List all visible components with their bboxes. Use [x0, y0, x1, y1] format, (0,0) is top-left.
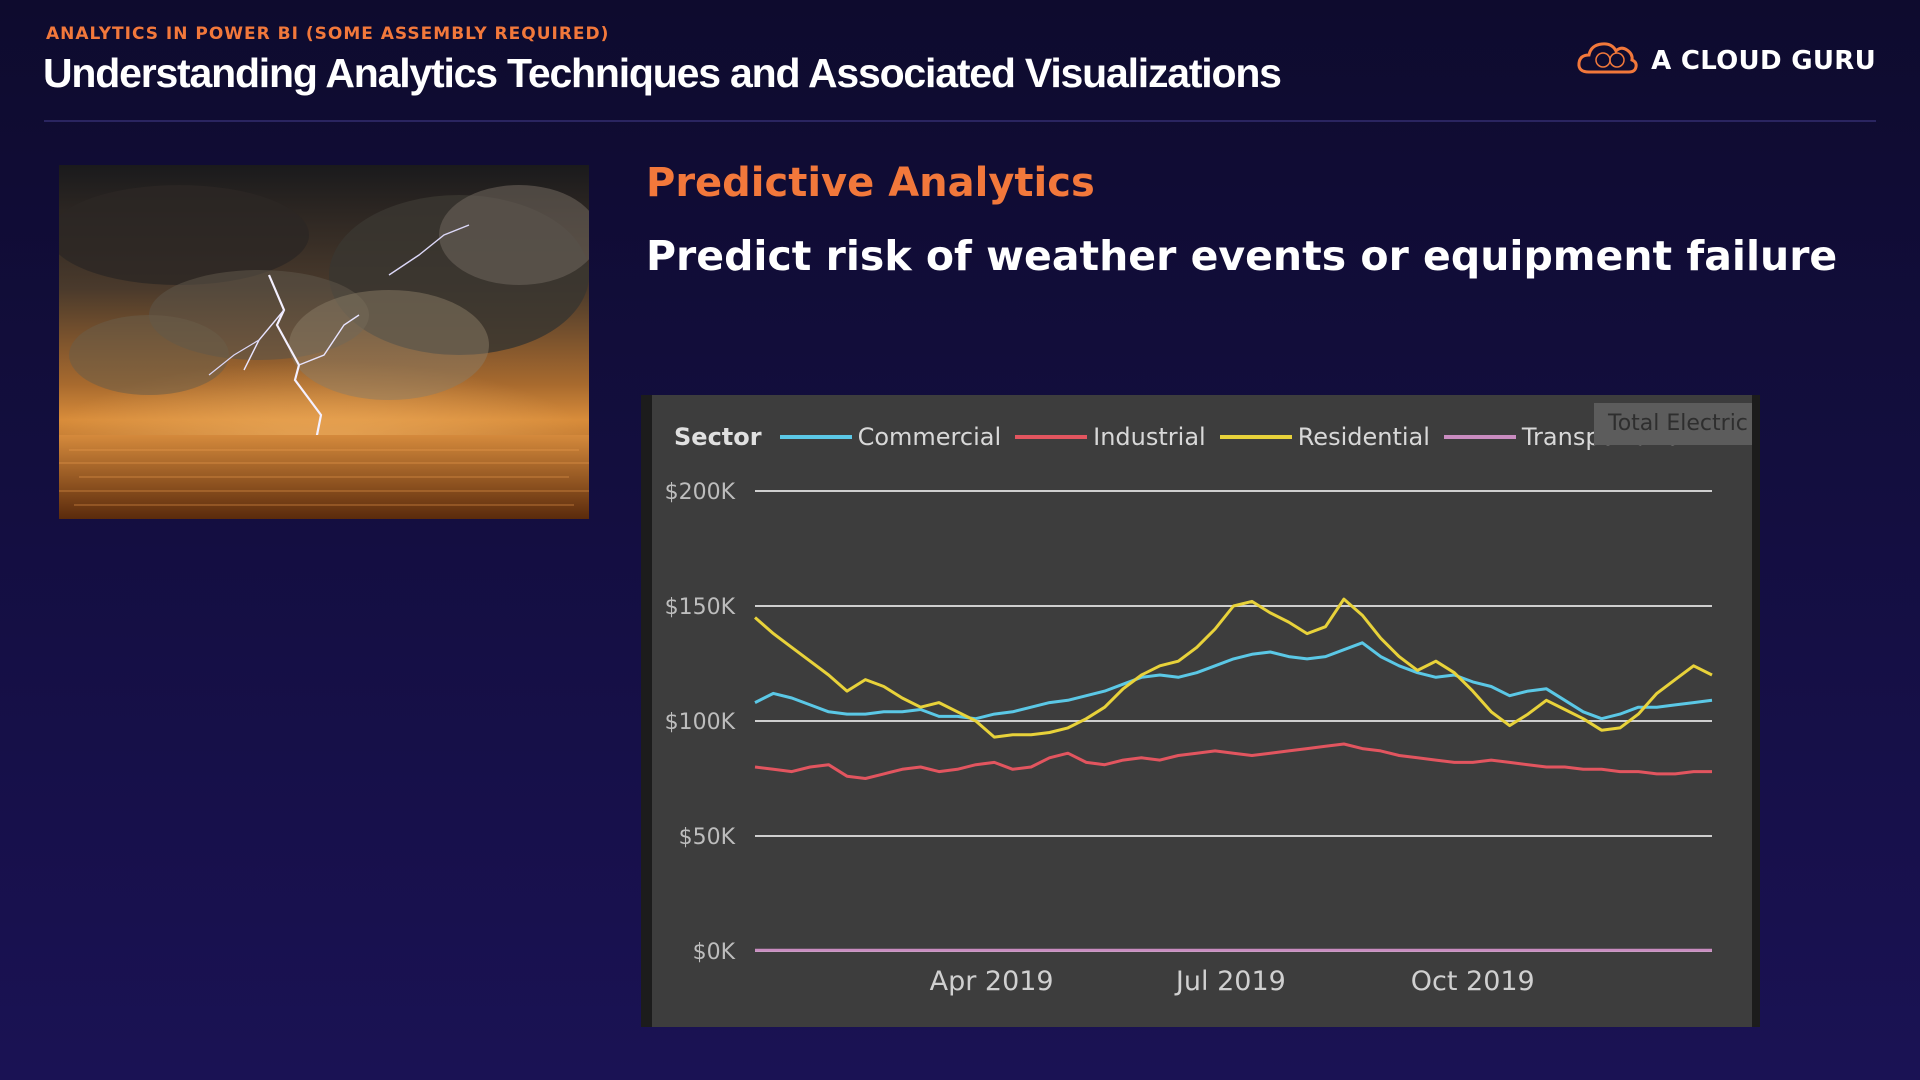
- header-divider: [44, 120, 1876, 122]
- legend-swatch-transportation: [1443, 435, 1516, 439]
- x-tick-label: Apr 2019: [930, 966, 1054, 997]
- y-tick-label: $150K: [665, 595, 736, 620]
- series-line-residential: [754, 597, 1713, 739]
- legend-swatch-commercial: [779, 435, 852, 439]
- y-tick-label: $50K: [679, 825, 736, 850]
- brand-logo: A CLOUD GURU: [1575, 38, 1876, 83]
- brand-name: A CLOUD GURU: [1651, 45, 1876, 76]
- section-subtitle: Predict risk of weather events or equipm…: [646, 232, 1838, 280]
- legend-item-commercial[interactable]: Commercial: [779, 423, 1002, 451]
- course-kicker: ANALYTICS IN POWER BI (SOME ASSEMBLY REQ…: [46, 24, 610, 44]
- legend-swatch-residential: [1219, 435, 1292, 439]
- y-tick-label: $100K: [665, 710, 736, 735]
- legend-item-industrial[interactable]: Industrial: [1015, 423, 1206, 451]
- cloud-logo-icon: [1575, 38, 1639, 83]
- chart-plot: $200K $150K $100K $50K $0K Apr 2019 Jul 2019 Oc…: [665, 480, 1713, 997]
- page-title: Understanding Analytics Techniques and A…: [43, 50, 1282, 96]
- legend-label-residential: Residential: [1297, 423, 1430, 451]
- storm-lightning-photo: [59, 165, 589, 519]
- series-line-industrial: [754, 742, 1712, 780]
- y-tick-label: $0K: [693, 940, 736, 965]
- x-tick-label: Oct 2019: [1411, 966, 1535, 997]
- x-tick-label: Jul 2019: [1174, 966, 1286, 997]
- series-line-commercial: [754, 641, 1713, 721]
- y-tick-label: $200K: [665, 480, 736, 505]
- section-title: Predictive Analytics: [646, 160, 1095, 206]
- chart-tooltip: Total Electric: [1594, 403, 1752, 445]
- line-chart-panel: Sector Commercial Industrial Residential…: [641, 395, 1760, 1027]
- legend-swatch-industrial: [1015, 435, 1088, 439]
- legend-label-commercial: Commercial: [857, 423, 1002, 451]
- legend-label-industrial: Industrial: [1093, 423, 1206, 451]
- legend-item-residential[interactable]: Residential: [1219, 423, 1430, 451]
- legend-title: Sector: [674, 423, 762, 451]
